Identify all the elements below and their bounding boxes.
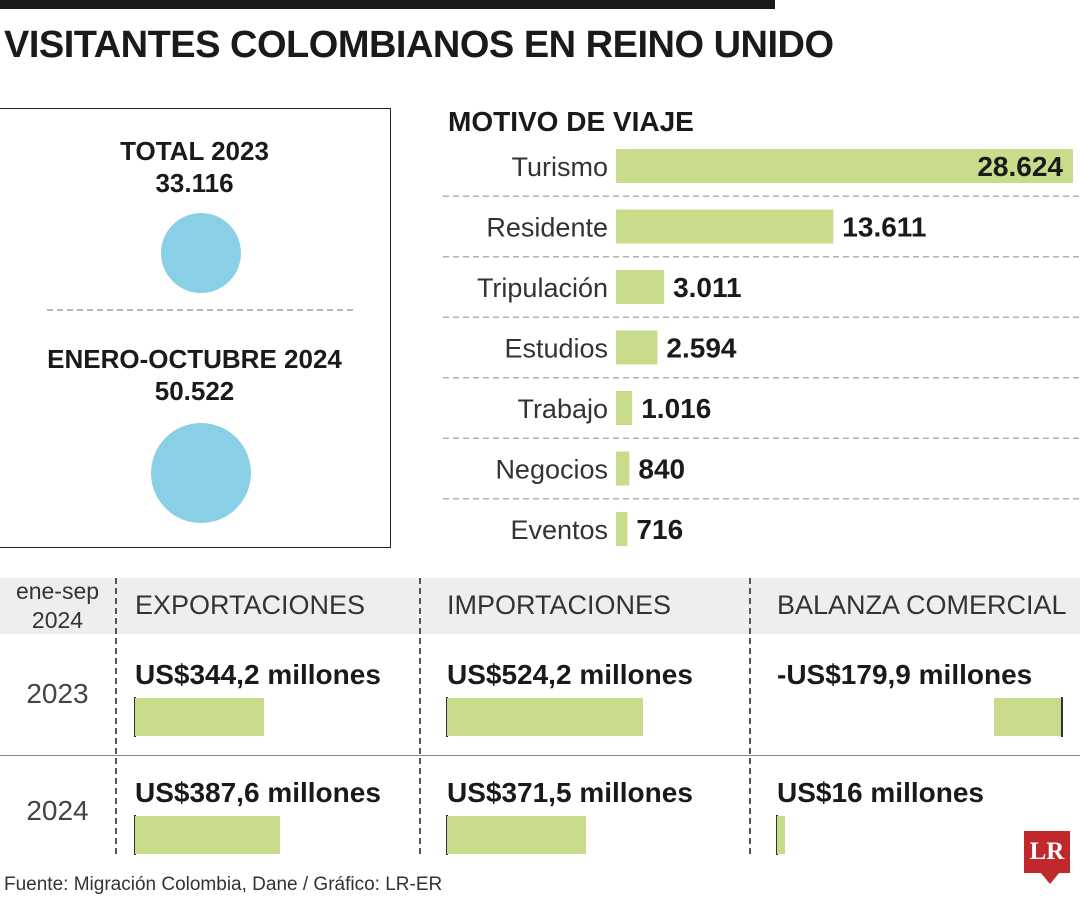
- col-exportaciones: EXPORTACIONES: [135, 590, 366, 620]
- import-2023-value: US$524,2 millones: [447, 659, 693, 690]
- export-2024-bar: [135, 816, 280, 854]
- motivo-category-label: Negocios: [495, 455, 608, 485]
- balance-2023-bar: [993, 698, 1061, 736]
- motivo-category-label: Turismo: [511, 152, 608, 182]
- balance-2024-bar: [777, 816, 785, 854]
- motivo-bar: [616, 270, 665, 304]
- import-2023-bar: [447, 698, 643, 736]
- motivo-category-label: Eventos: [510, 515, 608, 545]
- col-balanza: BALANZA COMERCIAL: [777, 590, 1067, 620]
- motivo-chart-svg: Turismo 28.624 Residente 13.611 Tripulación 3…: [443, 149, 1080, 546]
- lr-logo-tail: [1040, 872, 1060, 884]
- column-divider: [419, 578, 421, 854]
- row-year-2024: 2024: [26, 795, 89, 826]
- lr-logo: LR: [1024, 831, 1070, 873]
- export-2023-bar: [135, 698, 264, 736]
- balance-2023-value: -US$179,9 millones: [777, 659, 1033, 690]
- balance-2024-value: US$16 millones: [777, 777, 984, 808]
- motivo-category-label: Estudios: [504, 334, 608, 364]
- export-2024-value: US$387,6 millones: [135, 777, 381, 808]
- motivo-bar: [616, 391, 633, 425]
- total-2023-bubble: [160, 212, 242, 294]
- column-divider: [749, 578, 751, 854]
- total-2023-label: TOTAL 2023: [120, 136, 269, 166]
- trade-header: [0, 578, 1080, 634]
- motivo-category-label: Tripulación: [477, 273, 608, 303]
- box-divider: [47, 309, 353, 311]
- motivo-value-label: 716: [636, 514, 683, 545]
- motivo-value-label: 13.611: [842, 212, 926, 243]
- import-2024-bar: [447, 816, 586, 854]
- source-note: Fuente: Migración Colombia, Dane / Gráfi…: [4, 874, 443, 895]
- motivo-chart: Turismo 28.624 Residente 13.611 Tripulación 3…: [443, 140, 1080, 560]
- totals-box: TOTAL 2023 33.116 ENERO-OCTUBRE 2024 50.…: [0, 108, 391, 548]
- row-year-2023: 2023: [26, 678, 89, 709]
- export-2023-value: US$344,2 millones: [135, 659, 381, 690]
- trade-bar-baseline: [1061, 697, 1063, 737]
- motivo-value-label: 840: [638, 454, 685, 485]
- row-divider: [0, 755, 1080, 756]
- period-label-line2: 2024: [31, 607, 84, 633]
- motivo-value-label: 1.016: [641, 393, 711, 424]
- motivo-value-label: 3.011: [673, 272, 742, 303]
- top-rule: [0, 0, 775, 9]
- motivo-value-label: 28.624: [977, 151, 1063, 182]
- chart-title: MOTIVO DE VIAJE: [448, 106, 694, 137]
- motivo-bar: [616, 149, 1073, 183]
- total-2024-label: ENERO-OCTUBRE 2024: [47, 344, 342, 374]
- total-2024-value: 50.522: [154, 376, 235, 406]
- motivo-value-label: 2.594: [666, 333, 736, 364]
- motivo-bar: [616, 330, 658, 365]
- motivo-category-label: Residente: [486, 213, 608, 243]
- column-divider: [115, 578, 117, 854]
- motivo-category-label: Trabajo: [517, 394, 608, 424]
- page-title: VISITANTES COLOMBIANOS EN REINO UNIDO: [4, 24, 834, 66]
- motivo-bar: [616, 451, 630, 486]
- motivo-bar: [616, 209, 834, 244]
- period-label-line1: ene-sep: [15, 578, 100, 604]
- motivo-bar: [616, 512, 628, 546]
- total-2024-bubble: [151, 423, 251, 523]
- total-2023-value: 33.116: [155, 168, 234, 198]
- col-importaciones: IMPORTACIONES: [447, 590, 672, 620]
- import-2024-value: US$371,5 millones: [447, 777, 693, 808]
